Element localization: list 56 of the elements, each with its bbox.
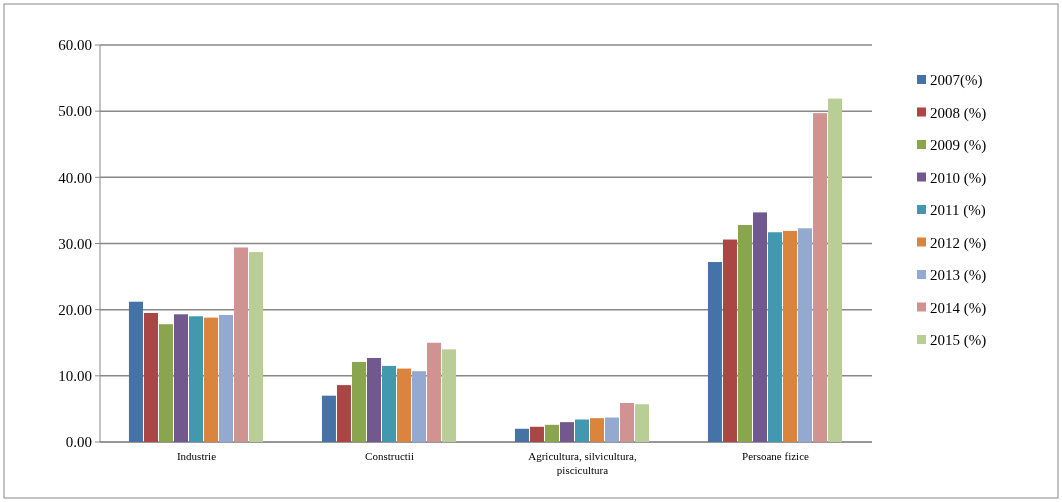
bar xyxy=(336,385,351,442)
x-tick-label: Industrie xyxy=(176,450,217,462)
legend-label: 2012 (%) xyxy=(930,234,987,252)
y-tick-label: 40.00 xyxy=(58,169,92,186)
bar xyxy=(204,317,219,442)
bar xyxy=(590,418,605,442)
legend-label: 2014 (%) xyxy=(930,299,987,317)
y-tick-label: 20.00 xyxy=(58,301,92,318)
bar xyxy=(158,324,173,442)
bar xyxy=(722,239,737,442)
bar xyxy=(707,262,722,442)
x-tick-label: Constructii xyxy=(365,450,414,462)
bar xyxy=(366,357,381,442)
bar xyxy=(620,402,635,442)
bar xyxy=(798,228,813,442)
legend-label: 2011 (%) xyxy=(930,202,986,220)
bar xyxy=(544,424,559,442)
bar xyxy=(767,232,783,442)
y-tick-label: 30.00 xyxy=(58,235,92,252)
bar xyxy=(442,349,457,442)
bar xyxy=(783,230,798,442)
bar xyxy=(143,312,158,442)
bar xyxy=(321,395,336,442)
bar xyxy=(635,404,650,442)
y-tick-label: 60.00 xyxy=(58,37,92,54)
y-tick-label: 10.00 xyxy=(58,368,92,385)
y-tick-label: 0.00 xyxy=(65,434,92,451)
bar xyxy=(427,342,442,442)
bar xyxy=(397,368,412,442)
y-tick-label: 50.00 xyxy=(58,103,92,120)
bar xyxy=(381,365,397,442)
bar xyxy=(234,247,249,442)
bar xyxy=(752,212,767,442)
bar xyxy=(351,361,366,442)
legend-label: 2007(%) xyxy=(930,72,983,90)
legend-label: 2013 (%) xyxy=(930,267,987,285)
legend-label: 2008 (%) xyxy=(930,104,987,122)
bar xyxy=(813,113,828,442)
legend-label: 2009 (%) xyxy=(930,137,987,155)
legend-label: 2015 (%) xyxy=(930,332,987,350)
bar xyxy=(529,426,544,442)
bar xyxy=(249,252,264,442)
bar xyxy=(828,98,843,442)
bar xyxy=(737,224,752,442)
bar xyxy=(173,314,188,442)
bar xyxy=(219,314,234,442)
x-tick-label: Persoane fizice xyxy=(742,450,810,462)
bar xyxy=(559,422,574,442)
x-tick-label: Agricultura, silvicultura, piscicultura xyxy=(528,450,637,476)
bar xyxy=(514,428,529,442)
bar xyxy=(128,301,143,442)
bar xyxy=(574,419,590,442)
bar xyxy=(188,316,204,442)
legend-label: 2010 (%) xyxy=(930,169,987,187)
bar xyxy=(605,417,620,442)
bar xyxy=(412,371,427,442)
